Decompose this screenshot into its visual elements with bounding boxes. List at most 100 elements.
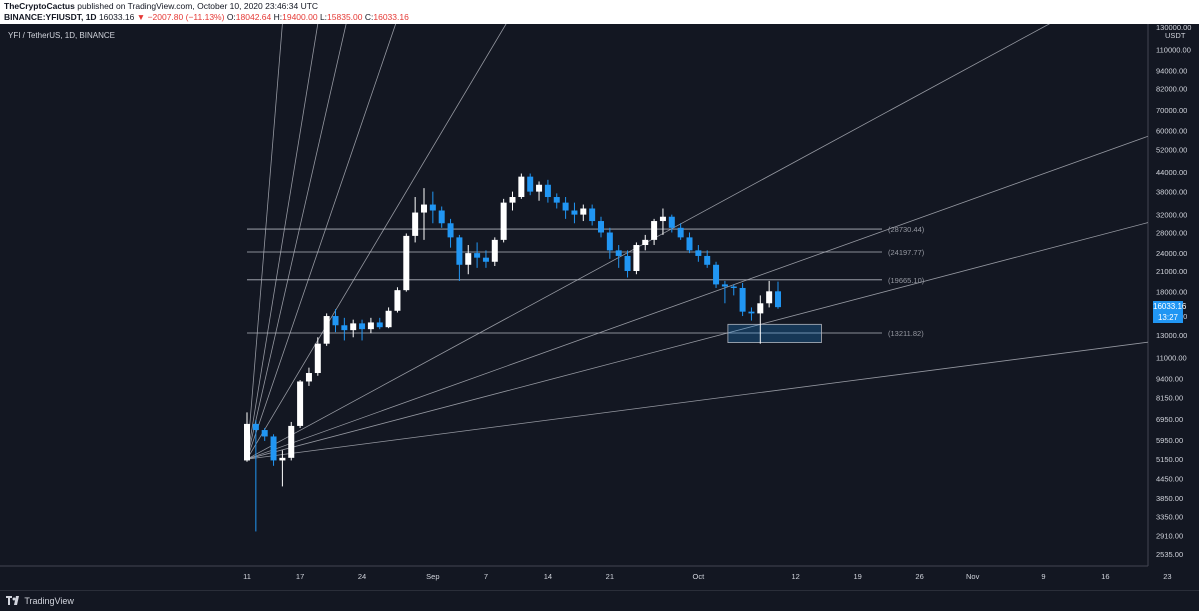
candle-body-13 <box>350 323 357 331</box>
candle-body-41 <box>598 221 604 233</box>
ticker-line: BINANCE:YFIUSDT, 1D 16033.16 ▼ −2007.80 … <box>4 12 409 23</box>
y-tick-9: 8150.00 <box>1156 394 1183 403</box>
candle-body-38 <box>571 210 578 215</box>
open-value: 18042.64 <box>235 12 272 22</box>
candle-body-8 <box>305 373 312 382</box>
price-chart[interactable]: (28730.44) (24197.77) (19665.10) (13211.82)… <box>0 24 1199 590</box>
x-tick-7: 21 <box>606 572 614 581</box>
candle-body-44 <box>624 255 631 272</box>
x-tick-4: Sep <box>426 572 439 581</box>
candle-body-39 <box>580 208 587 215</box>
y-tick-6: 5150.00 <box>1156 455 1183 464</box>
change: −2007.80 (−11.13%) <box>147 12 225 22</box>
candle-body-16 <box>376 322 383 328</box>
publish-line: TheCryptoCactus published on TradingView… <box>4 1 318 12</box>
candle-body-26 <box>465 253 472 265</box>
candle-body-14 <box>359 323 366 330</box>
x-tick-8: Oct <box>693 572 706 581</box>
last-price-badge: 16033.16 13:27 <box>1153 301 1187 323</box>
y-tick-7: 5950.00 <box>1156 436 1183 445</box>
candle-body-53 <box>704 255 711 265</box>
y-tick-12: 13000.00 <box>1156 331 1187 340</box>
candle-body-17 <box>385 310 392 328</box>
candle-body-43 <box>615 250 622 256</box>
x-tick-6: 14 <box>544 572 552 581</box>
y-tick-21: 52000.00 <box>1156 146 1187 155</box>
candle-body-18 <box>394 290 401 311</box>
y-tick-27: 130000.00 <box>1156 24 1191 32</box>
candle-body-45 <box>633 245 640 272</box>
support-box <box>727 323 822 344</box>
candle-body-22 <box>429 204 436 211</box>
fan-ray-4 <box>246 24 397 460</box>
candle-body-31 <box>509 197 516 203</box>
tradingview-logo-icon[interactable]: TradingView <box>6 596 74 606</box>
y-unit-label: USDT <box>1165 31 1186 40</box>
y-tick-15: 21000.00 <box>1156 267 1187 276</box>
candle-body-40 <box>589 208 596 222</box>
candle-body-20 <box>412 212 419 236</box>
candle-body-54 <box>713 264 720 285</box>
publish-header: TheCryptoCactus published on TradingView… <box>0 0 1199 24</box>
fan-ray-8 <box>246 222 1148 460</box>
y-tick-14: 18000.00 <box>1156 288 1187 297</box>
x-tick-11: 26 <box>915 572 923 581</box>
y-tick-23: 70000.00 <box>1156 106 1187 115</box>
y-tick-10: 9400.00 <box>1156 375 1183 384</box>
published-text: published on TradingView.com, October 10… <box>77 1 319 11</box>
low-label: L: <box>319 12 328 22</box>
y-tick-22: 60000.00 <box>1156 126 1187 135</box>
candle-body-57 <box>739 287 746 312</box>
y-tick-1: 2535.00 <box>1156 550 1183 559</box>
down-arrow-icon: ▼ <box>136 12 146 22</box>
level-label-2: (24197.77) <box>888 248 925 257</box>
y-tick-8: 6950.00 <box>1156 415 1183 424</box>
candle-body-56 <box>730 286 737 288</box>
candle-body-3 <box>261 430 268 437</box>
fan-ray-1 <box>246 24 283 460</box>
candle-body-55 <box>721 284 728 287</box>
candle-body-50 <box>677 227 684 238</box>
candle-body-35 <box>544 184 551 198</box>
level-label-4: (13211.82) <box>888 329 924 338</box>
level-label-3: (19665.10) <box>888 276 925 285</box>
candle-body-58 <box>748 311 755 314</box>
x-tick-9: 12 <box>792 572 800 581</box>
high-value: 19400.00 <box>282 12 318 22</box>
y-tick-26: 110000.00 <box>1156 45 1191 54</box>
x-tick-5: 7 <box>484 572 488 581</box>
candle-body-19 <box>403 235 410 291</box>
x-tick-10: 19 <box>853 572 861 581</box>
close-label: C: <box>364 12 374 22</box>
candle-body-47 <box>651 221 658 240</box>
candle-body-36 <box>553 197 560 203</box>
x-tick-12: Nov <box>966 572 980 581</box>
candle-body-42 <box>606 232 613 251</box>
y-tick-3: 3350.00 <box>1156 513 1183 522</box>
candle-body-10 <box>323 316 330 344</box>
candle-body-48 <box>659 216 666 222</box>
low-value: 15835.00 <box>327 12 363 22</box>
candle-body-23 <box>438 210 445 224</box>
candle-body-6 <box>288 425 295 458</box>
x-tick-1: 11 <box>243 572 251 581</box>
y-tick-5: 4450.00 <box>1156 475 1183 484</box>
level-label-1: (28730.44) <box>888 225 925 234</box>
fan-ray-3 <box>246 24 347 460</box>
candle-body-49 <box>668 216 675 228</box>
candle-body-46 <box>642 239 649 246</box>
x-tick-2: 17 <box>296 572 304 581</box>
candle-body-11 <box>332 316 339 326</box>
symbol-label: YFI / TetherUS, 1D, BINANCE <box>8 31 115 40</box>
y-tick-25: 94000.00 <box>1156 66 1187 75</box>
y-tick-20: 44000.00 <box>1156 168 1187 177</box>
candle-body-34 <box>536 184 543 192</box>
candle-body-7 <box>297 381 304 426</box>
candle-body-60 <box>766 291 773 304</box>
candle-body-4 <box>270 436 277 461</box>
candle-body-12 <box>341 325 348 331</box>
countdown: 13:27 <box>1157 313 1179 322</box>
author-name[interactable]: TheCryptoCactus <box>4 1 75 11</box>
last-price-value: 16033.16 <box>1153 302 1187 311</box>
ticker: BINANCE:YFIUSDT, 1D <box>4 12 97 22</box>
